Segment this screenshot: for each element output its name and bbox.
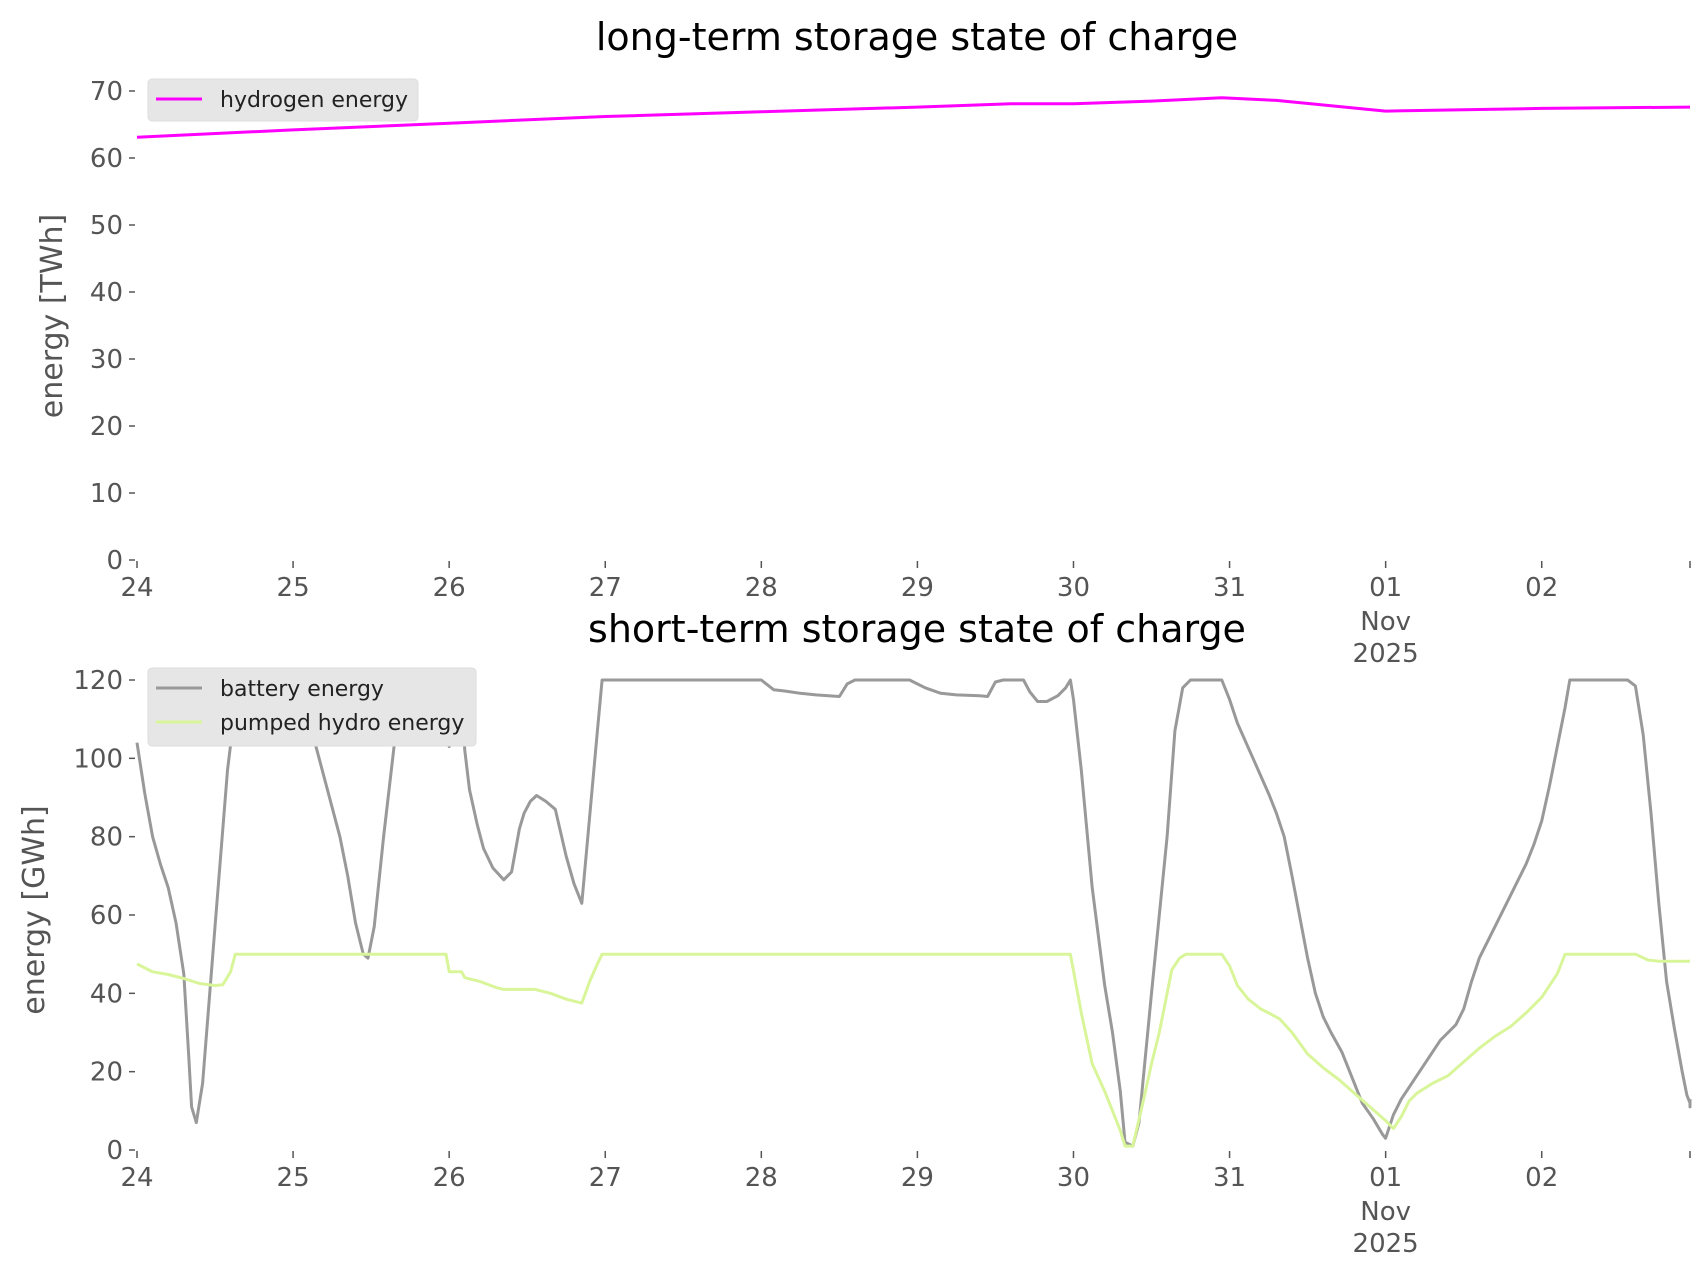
y-tick-label: 80 <box>90 823 123 853</box>
x-tick-year-label: 2025 <box>1353 639 1419 669</box>
x-tick-label: 28 <box>745 1163 778 1193</box>
x-tick-label: 29 <box>901 1163 934 1193</box>
legend-long-term: hydrogen energy <box>147 78 419 122</box>
x-tick-label: 02 <box>1525 573 1558 603</box>
legend-short-term: battery energy pumped hydro energy <box>147 667 477 747</box>
y-tick-label: 10 <box>90 479 123 509</box>
x-tick-label: 26 <box>433 1163 466 1193</box>
legend-box <box>147 667 477 747</box>
x-tick-label: 26 <box>433 573 466 603</box>
long-term-storage-chart: long-term storage state of charge energy… <box>35 15 1691 669</box>
legend-box <box>147 78 419 122</box>
y-axis-label-long-term: energy [TWh] <box>35 214 70 418</box>
y-tick-label: 120 <box>73 666 123 696</box>
x-tick-label: 27 <box>589 1163 622 1193</box>
chart-title-short-term: short-term storage state of charge <box>588 607 1246 651</box>
x-tick-year-label: 2025 <box>1353 1229 1419 1259</box>
x-tick-label: 30 <box>1057 573 1090 603</box>
series-short-term <box>135 678 1692 1148</box>
x-tick-label: 25 <box>277 573 310 603</box>
legend-label: hydrogen energy <box>220 88 408 113</box>
x-tick-label: 29 <box>901 573 934 603</box>
y-tick-label: 70 <box>90 77 123 107</box>
x-tick-label: 30 <box>1057 1163 1090 1193</box>
x-tick-label: 01 <box>1369 1163 1402 1193</box>
series-line-hydrogen-energy <box>136 96 1691 139</box>
x-tick-label: 27 <box>589 573 622 603</box>
x-tick-label: 31 <box>1213 573 1246 603</box>
chart-title-long-term: long-term storage state of charge <box>596 15 1238 59</box>
legend-label: battery energy <box>220 677 384 702</box>
y-tick-label: 0 <box>106 546 123 576</box>
x-tick-label: 31 <box>1213 1163 1246 1193</box>
legend-label: pumped hydro energy <box>220 711 464 736</box>
series-line-pumped-hydro-energy <box>136 952 1690 1148</box>
y-tick-label: 30 <box>90 345 123 375</box>
y-axis-label-short-term: energy [GWh] <box>17 805 52 1014</box>
short-term-storage-chart: short-term storage state of charge energ… <box>17 607 1692 1259</box>
y-tick-label: 20 <box>90 1058 123 1088</box>
x-tick-label: 25 <box>277 1163 310 1193</box>
x-tick-label: 24 <box>120 1163 153 1193</box>
y-tick-label: 60 <box>90 144 123 174</box>
y-ticks-short-term: 0 20 40 60 80 100 120 <box>73 666 135 1166</box>
x-tick-month-label: Nov <box>1360 607 1411 637</box>
y-tick-label: 0 <box>106 1136 123 1166</box>
y-tick-label: 60 <box>90 901 123 931</box>
x-tick-label: 28 <box>745 573 778 603</box>
y-ticks-long-term: 0 10 20 30 40 50 60 70 <box>90 77 135 576</box>
y-tick-label: 50 <box>90 211 123 241</box>
y-tick-label: 40 <box>90 278 123 308</box>
x-tick-label: 24 <box>120 573 153 603</box>
x-tick-label: 01 <box>1369 573 1402 603</box>
y-tick-label: 20 <box>90 412 123 442</box>
y-tick-label: 100 <box>73 744 123 774</box>
x-tick-month-label: Nov <box>1360 1197 1411 1227</box>
y-tick-label: 40 <box>90 979 123 1009</box>
series-line-battery-energy <box>135 678 1692 1148</box>
series-long-term <box>136 96 1691 139</box>
x-tick-label: 02 <box>1525 1163 1558 1193</box>
